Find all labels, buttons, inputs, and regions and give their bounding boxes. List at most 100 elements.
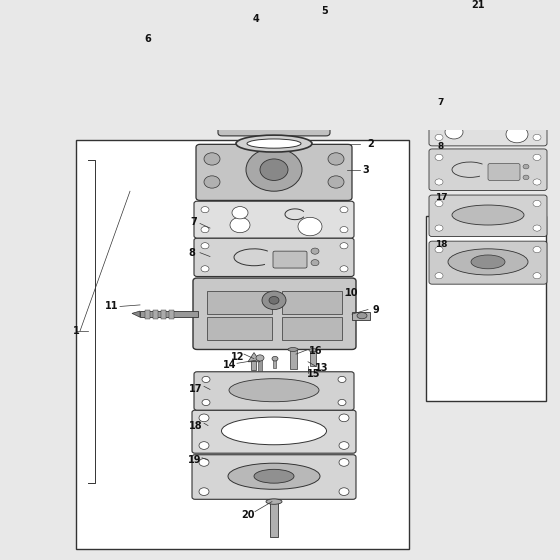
Ellipse shape: [308, 15, 318, 18]
Circle shape: [204, 153, 220, 165]
Circle shape: [506, 126, 528, 143]
Bar: [207, 291, 272, 314]
Circle shape: [262, 291, 286, 310]
Ellipse shape: [263, 21, 275, 26]
Text: 7: 7: [190, 217, 197, 227]
Circle shape: [339, 414, 349, 422]
Text: 5: 5: [321, 6, 328, 16]
Text: 14: 14: [223, 360, 237, 370]
FancyBboxPatch shape: [194, 372, 354, 410]
Circle shape: [523, 175, 529, 180]
Circle shape: [435, 110, 443, 116]
FancyBboxPatch shape: [429, 241, 547, 284]
Circle shape: [533, 246, 541, 253]
Circle shape: [445, 125, 463, 139]
Circle shape: [199, 459, 209, 466]
Ellipse shape: [309, 88, 331, 94]
Bar: [169, 310, 174, 319]
Circle shape: [533, 200, 541, 207]
Circle shape: [533, 179, 541, 185]
Ellipse shape: [309, 75, 331, 80]
Text: 8: 8: [438, 142, 444, 151]
Bar: [310, 17, 316, 54]
Circle shape: [533, 155, 541, 161]
Bar: [145, 310, 150, 319]
Circle shape: [435, 273, 443, 279]
Bar: [273, 357, 276, 368]
Ellipse shape: [309, 82, 331, 87]
Text: 20: 20: [241, 510, 255, 520]
FancyBboxPatch shape: [192, 455, 356, 500]
Text: 19: 19: [188, 455, 202, 465]
Bar: [310, 351, 316, 366]
Circle shape: [340, 227, 348, 233]
FancyBboxPatch shape: [303, 55, 337, 101]
FancyBboxPatch shape: [143, 49, 238, 110]
Ellipse shape: [256, 355, 264, 361]
Text: 12: 12: [231, 352, 245, 362]
Bar: [158, 58, 166, 101]
Text: 6: 6: [144, 34, 151, 44]
Circle shape: [260, 159, 288, 180]
Circle shape: [533, 110, 541, 116]
FancyBboxPatch shape: [488, 164, 520, 180]
Circle shape: [154, 36, 168, 47]
Bar: [282, 291, 342, 314]
Bar: [188, 58, 196, 101]
Circle shape: [232, 207, 248, 219]
Bar: [198, 58, 206, 101]
Ellipse shape: [357, 312, 367, 319]
Text: 11: 11: [105, 301, 119, 311]
Ellipse shape: [448, 249, 528, 275]
Text: 15: 15: [307, 369, 321, 379]
Bar: [258, 357, 262, 371]
Circle shape: [340, 266, 348, 272]
Circle shape: [262, 60, 302, 91]
Bar: [154, 77, 234, 83]
Text: 21: 21: [472, 0, 485, 10]
Ellipse shape: [309, 68, 331, 73]
Circle shape: [201, 227, 209, 233]
Bar: [282, 317, 342, 340]
Text: 18: 18: [435, 240, 447, 250]
Bar: [266, 24, 272, 48]
Circle shape: [339, 459, 349, 466]
Circle shape: [435, 225, 443, 231]
Text: 13: 13: [315, 363, 329, 373]
Bar: [153, 310, 158, 319]
Bar: [148, 58, 156, 101]
FancyBboxPatch shape: [144, 48, 244, 111]
Circle shape: [201, 207, 209, 213]
Circle shape: [340, 242, 348, 249]
Bar: [217, 58, 229, 66]
Circle shape: [435, 200, 443, 207]
Ellipse shape: [266, 499, 282, 505]
Bar: [154, 59, 234, 65]
Bar: [270, 502, 278, 537]
Ellipse shape: [228, 463, 320, 489]
Circle shape: [199, 488, 209, 496]
Ellipse shape: [452, 205, 524, 225]
Ellipse shape: [471, 255, 505, 269]
Bar: [207, 317, 272, 340]
Text: 3: 3: [363, 165, 370, 175]
Circle shape: [339, 442, 349, 449]
Circle shape: [246, 148, 302, 191]
Circle shape: [230, 217, 250, 233]
Ellipse shape: [254, 469, 294, 483]
FancyBboxPatch shape: [218, 95, 330, 136]
Text: 7: 7: [438, 97, 444, 106]
FancyBboxPatch shape: [273, 251, 307, 268]
Bar: [426, 216, 546, 401]
Bar: [154, 68, 234, 74]
Bar: [290, 350, 297, 368]
Circle shape: [202, 399, 210, 405]
Bar: [352, 312, 370, 320]
Circle shape: [339, 488, 349, 496]
Circle shape: [269, 296, 279, 304]
Ellipse shape: [153, 48, 231, 58]
Bar: [251, 361, 256, 370]
Circle shape: [338, 399, 346, 405]
FancyBboxPatch shape: [194, 201, 354, 238]
Text: 1: 1: [73, 326, 80, 336]
